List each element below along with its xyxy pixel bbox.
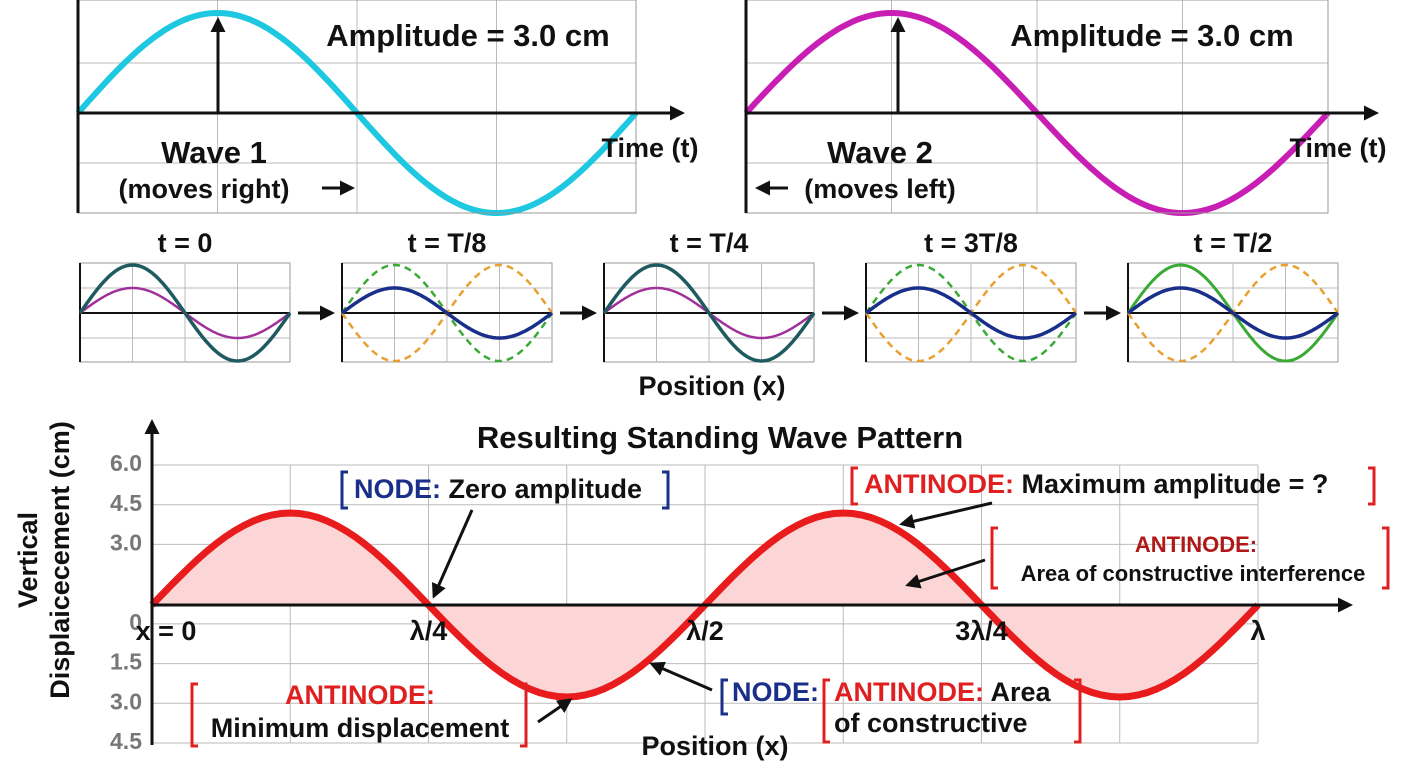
bracket bbox=[190, 682, 198, 748]
snapshot-title: t = 3T/8 bbox=[924, 228, 1018, 258]
x-tick-label: λ/2 bbox=[686, 616, 724, 646]
bracket bbox=[340, 470, 348, 510]
annotation-text: Minimum displacement bbox=[211, 713, 510, 743]
annotation-tag: ANTINODE: bbox=[285, 680, 435, 710]
x-tick-label: 3λ/4 bbox=[955, 616, 1008, 646]
annotation: ANTINODE: Maximum amplitude = ? bbox=[864, 469, 1328, 499]
wave-curve bbox=[1126, 286, 1340, 340]
snapshot-title: t = T/8 bbox=[408, 228, 487, 258]
y-tick-label: 3.0 bbox=[110, 530, 142, 556]
wave-curve bbox=[78, 263, 292, 363]
y-tick-label: 0 bbox=[129, 609, 142, 635]
wave-curve bbox=[340, 286, 554, 340]
bracket bbox=[520, 682, 528, 748]
bracket bbox=[850, 466, 858, 506]
axis-label: Time (t) bbox=[1289, 133, 1386, 163]
wave-subtitle: (moves right) bbox=[118, 174, 289, 204]
annotation-text: Area bbox=[991, 677, 1052, 707]
annotation-text: Maximum amplitude = ? bbox=[1022, 469, 1329, 499]
annotation: ANTINODE: Area bbox=[834, 677, 1052, 707]
annotation-text: of constructive bbox=[834, 708, 1028, 738]
bracket bbox=[662, 470, 670, 510]
y-tick-label: 1.5 bbox=[110, 649, 142, 675]
annotation-arrow bbox=[431, 509, 474, 599]
annotation-tag: ANTINODE: bbox=[1135, 532, 1257, 557]
annotation-arrow bbox=[905, 558, 986, 589]
x-axis-label: Position (x) bbox=[642, 731, 789, 761]
snapshot-title: t = T/2 bbox=[1194, 228, 1273, 258]
snapshot-title: t = 0 bbox=[158, 228, 213, 258]
bracket bbox=[720, 678, 728, 716]
annotation-arrow bbox=[899, 501, 993, 529]
amplitude-label: Amplitude = 3.0 cm bbox=[326, 18, 609, 53]
annotation-arrow bbox=[537, 698, 573, 724]
annotation-arrow bbox=[649, 661, 713, 692]
bracket bbox=[822, 678, 830, 744]
y-tick-label: 6.0 bbox=[110, 450, 142, 476]
wave-title: Wave 2 bbox=[827, 135, 933, 170]
axis-label: Time (t) bbox=[601, 133, 698, 163]
x-tick-label: x = 0 bbox=[136, 616, 197, 646]
wave-curve bbox=[864, 286, 1078, 340]
wave-title: Wave 1 bbox=[161, 135, 267, 170]
y-tick-label: 3.0 bbox=[110, 688, 142, 714]
bracket bbox=[990, 526, 998, 590]
y-tick-label: 4.5 bbox=[110, 728, 142, 754]
snapshot-title: t = T/4 bbox=[670, 228, 749, 258]
annotation-text: Zero amplitude bbox=[449, 474, 643, 504]
annotation-text: Area of constructive interference bbox=[1021, 561, 1366, 586]
bracket bbox=[1382, 526, 1390, 590]
axis-label: Position (x) bbox=[639, 371, 786, 401]
annotation-tag: NODE: bbox=[732, 677, 819, 707]
bracket bbox=[1074, 678, 1082, 744]
annotation-tag: ANTINODE: bbox=[834, 677, 984, 707]
x-tick-label: λ/4 bbox=[410, 616, 448, 646]
chart-title: Resulting Standing Wave Pattern bbox=[477, 420, 963, 455]
y-axis-label: Vertical bbox=[13, 512, 43, 608]
annotation: NODE: Zero amplitude bbox=[354, 474, 642, 504]
annotation-tag: NODE: bbox=[354, 474, 441, 504]
bracket bbox=[1368, 466, 1376, 506]
x-tick-label: λ bbox=[1250, 616, 1265, 646]
y-axis-label: Displaicecement (cm) bbox=[45, 421, 75, 699]
amplitude-label: Amplitude = 3.0 cm bbox=[1010, 18, 1293, 53]
y-tick-label: 4.5 bbox=[110, 490, 142, 516]
annotation-tag: ANTINODE: bbox=[864, 469, 1014, 499]
wave-subtitle: (moves left) bbox=[804, 174, 956, 204]
wave-curve bbox=[602, 263, 816, 363]
